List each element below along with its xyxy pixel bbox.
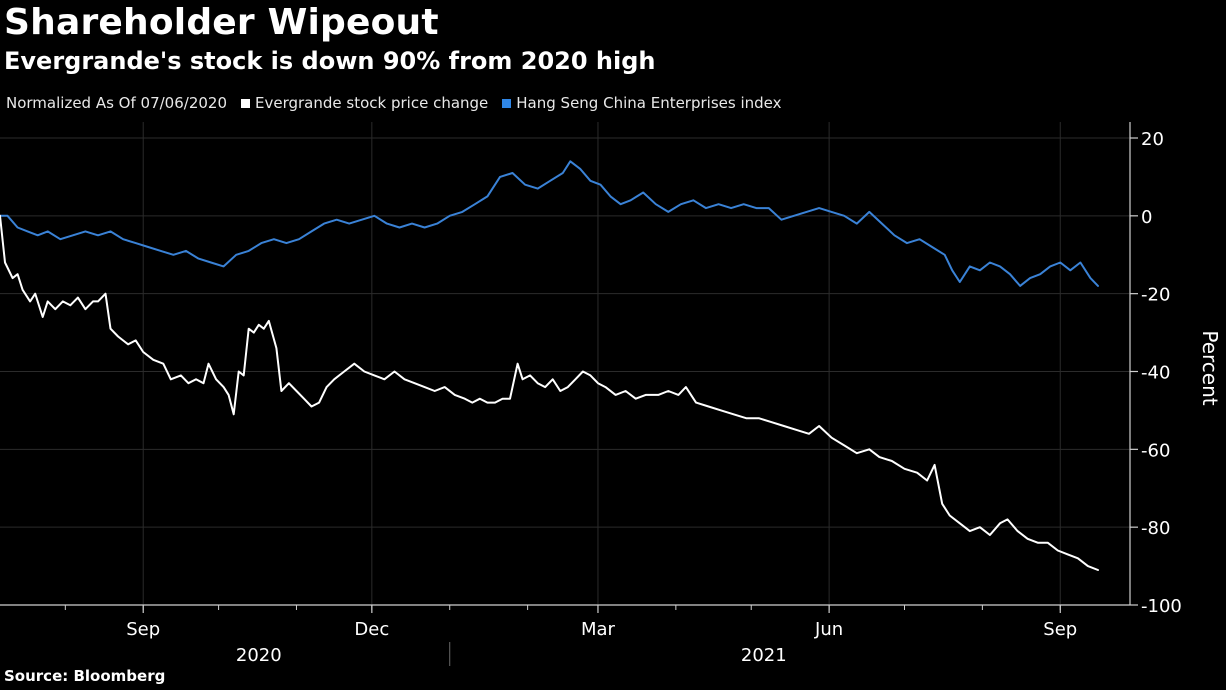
y-tick-label: 20 <box>1141 129 1164 150</box>
x-tick-label: Mar <box>581 619 616 640</box>
y-tick-label: -100 <box>1141 596 1182 617</box>
y-tick-label: -80 <box>1141 518 1170 539</box>
chart-title: Shareholder Wipeout <box>4 2 439 43</box>
series-layer <box>0 160 1099 571</box>
x-tick-label: Sep <box>126 619 160 640</box>
legend-item-evergrande: Evergrande stock price change <box>241 94 488 112</box>
legend-swatch-evergrande <box>241 98 250 108</box>
legend-label-evergrande: Evergrande stock price change <box>255 94 489 112</box>
y-tick-label: -20 <box>1141 285 1170 306</box>
year-label: 2021 <box>741 645 787 666</box>
x-tick-label: Jun <box>814 619 843 640</box>
legend-swatch-hscei <box>502 98 512 108</box>
y-tick-label: 0 <box>1141 207 1152 228</box>
x-tick-label: Dec <box>354 619 389 640</box>
y-tick-label: -60 <box>1141 440 1170 461</box>
legend-normalized-note: Normalized As Of 07/06/2020 <box>6 94 227 112</box>
chart-subtitle: Evergrande's stock is down 90% from 2020… <box>4 47 656 75</box>
year-label: 2020 <box>236 645 282 666</box>
legend: Normalized As Of 07/06/2020 Evergrande s… <box>6 94 796 112</box>
x-tick-label: Sep <box>1043 619 1077 640</box>
legend-item-hscei: Hang Seng China Enterprises index <box>502 94 782 112</box>
axes: 20 0 -20 -40 -60 -80 -100 Sep Dec Mar Jun Sep 2020 20… <box>0 122 1222 666</box>
legend-normalized-label: Normalized As Of 07/06/2020 <box>6 94 227 112</box>
grid <box>0 122 1132 606</box>
y-axis-title: Percent <box>1198 330 1222 405</box>
series-line-evergrande <box>0 214 1099 571</box>
source-note: Source: Bloomberg <box>4 667 166 685</box>
legend-label-hscei: Hang Seng China Enterprises index <box>516 94 782 112</box>
y-tick-label: -40 <box>1141 363 1170 384</box>
series-line-hscei <box>0 160 1099 287</box>
